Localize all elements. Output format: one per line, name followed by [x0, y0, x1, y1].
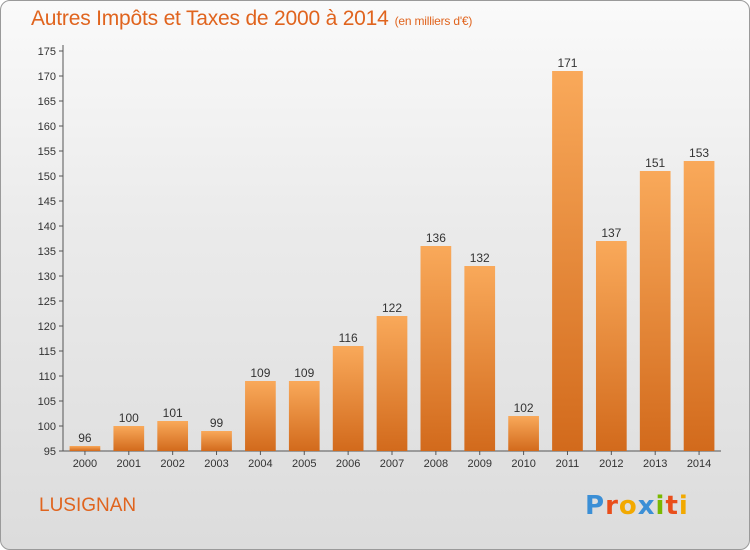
y-tick-label: 170 [38, 71, 56, 83]
logo-letter: i [678, 491, 689, 521]
data-label: 100 [119, 411, 139, 425]
y-tick-label: 100 [38, 421, 56, 433]
y-tick-label: 140 [38, 221, 56, 233]
bar [245, 381, 276, 451]
x-tick-label: 2000 [73, 458, 97, 470]
chart-subtitle: (en milliers d'€) [394, 14, 473, 28]
y-tick-label: 160 [38, 121, 56, 133]
bar [69, 446, 101, 451]
y-tick-label: 115 [38, 346, 56, 358]
data-label: 136 [426, 231, 446, 245]
bar [376, 316, 408, 451]
x-tick-label: 2009 [467, 458, 491, 470]
data-label: 122 [382, 301, 402, 315]
logo-letter: t [665, 491, 679, 521]
bar [508, 416, 539, 451]
x-tick-label: 2003 [204, 458, 228, 470]
y-tick-label: 175 [38, 46, 56, 58]
data-label: 132 [470, 251, 490, 265]
bar [157, 421, 189, 451]
data-label: 116 [339, 331, 358, 345]
data-label: 96 [78, 431, 92, 445]
data-label: 153 [689, 146, 709, 160]
proxiti-logo: Proxiti [585, 491, 689, 521]
x-tick-label: 2008 [424, 458, 448, 470]
chart-title: Autres Impôts et Taxes de 2000 à 2014 (en… [31, 7, 472, 31]
bar [113, 426, 145, 451]
x-tick-label: 2007 [380, 458, 404, 470]
bar [420, 246, 452, 451]
x-tick-label: 2010 [511, 458, 535, 470]
data-label: 109 [250, 366, 270, 380]
data-label: 99 [210, 416, 224, 430]
y-tick-label: 155 [38, 146, 56, 158]
logo-letter: r [605, 491, 619, 521]
y-tick-label: 165 [38, 96, 56, 108]
bar [683, 161, 715, 451]
x-tick-label: 2011 [556, 458, 580, 470]
x-tick-label: 2004 [248, 458, 272, 470]
y-tick-label: 110 [38, 371, 56, 383]
x-tick-label: 2001 [117, 458, 141, 470]
logo-letter: i [655, 491, 666, 521]
bar [552, 71, 583, 451]
bar [201, 431, 232, 451]
logo-letter: P [585, 491, 606, 521]
data-label: 137 [601, 226, 621, 240]
data-label: 171 [557, 56, 577, 70]
bar [288, 381, 320, 451]
place-name: LUSIGNAN [39, 495, 137, 516]
x-tick-label: 2005 [292, 458, 316, 470]
x-tick-label: 2014 [687, 458, 711, 470]
logo-letter: x [637, 491, 656, 521]
x-tick-label: 2013 [643, 458, 667, 470]
y-tick-label: 145 [38, 196, 56, 208]
data-label: 101 [163, 406, 183, 420]
y-tick-label: 125 [38, 296, 56, 308]
x-tick-label: 2012 [599, 458, 623, 470]
y-tick-label: 120 [38, 321, 56, 333]
data-label: 102 [514, 401, 534, 415]
logo-letter: o [618, 491, 638, 521]
data-label: 109 [294, 366, 314, 380]
bar [464, 266, 496, 451]
bar [639, 171, 671, 451]
y-tick-label: 130 [38, 271, 56, 283]
y-tick-label: 150 [38, 171, 56, 183]
x-tick-label: 2002 [160, 458, 184, 470]
bar [332, 346, 364, 451]
y-tick-label: 105 [38, 396, 56, 408]
y-tick-label: 135 [38, 246, 56, 258]
chart-title-text: Autres Impôts et Taxes de 2000 à 2014 [31, 7, 389, 30]
data-label: 151 [645, 156, 665, 170]
bar [595, 241, 627, 451]
y-tick-label: 95 [44, 446, 56, 458]
x-tick-label: 2006 [336, 458, 360, 470]
